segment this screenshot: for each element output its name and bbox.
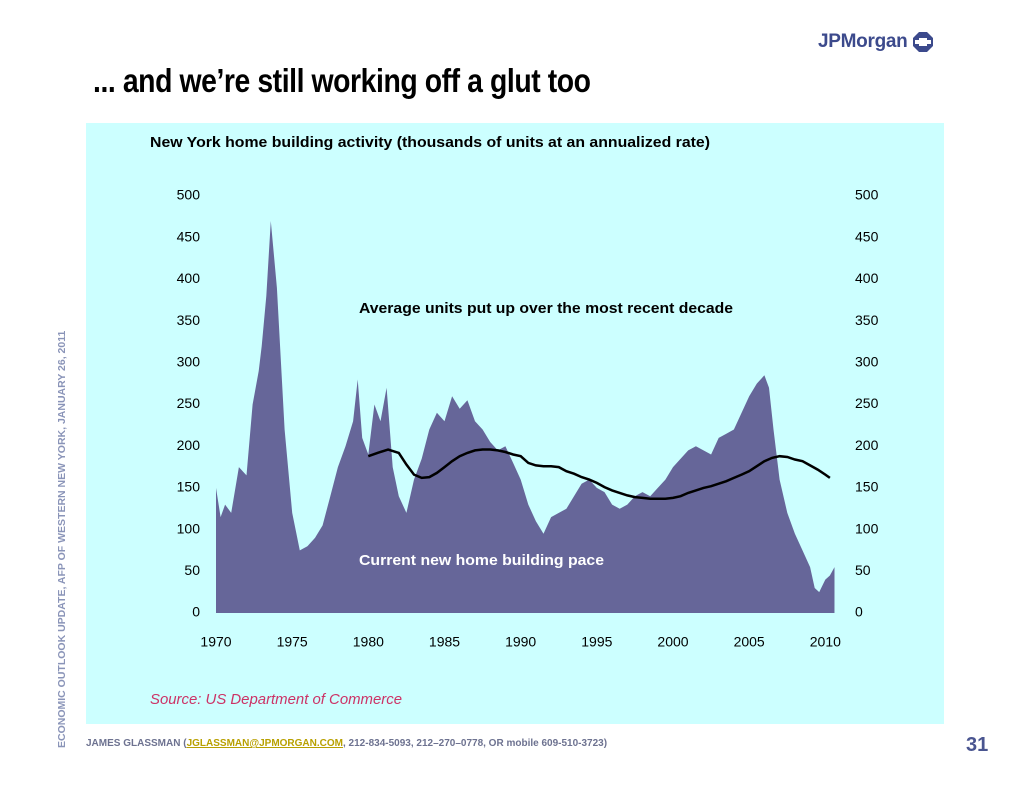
y-tick-label-right: 400 xyxy=(855,270,879,286)
y-tick-label-right: 200 xyxy=(855,437,879,453)
y-tick-label-right: 50 xyxy=(855,562,871,578)
y-tick-label-right: 300 xyxy=(855,354,879,370)
y-tick-label-right: 250 xyxy=(855,395,879,411)
side-caption: ECONOMIC OUTLOOK UPDATE, AFP OF WESTERN … xyxy=(56,330,68,748)
chart-title: New York home building activity (thousan… xyxy=(150,134,710,151)
y-tick-label-right: 0 xyxy=(855,604,863,620)
annotation-average: Average units put up over the most recen… xyxy=(359,300,733,317)
y-axis-left: 0 50 100 150 200 250 300 350 400 450 500 xyxy=(177,187,201,620)
x-tick-label: 1975 xyxy=(277,634,308,650)
annotation-current: Current new home building pace xyxy=(359,552,604,569)
footer-prefix: JAMES GLASSMAN ( xyxy=(86,738,187,749)
jpmorgan-logo: JPMorgan xyxy=(818,26,934,58)
line-series-decade-average xyxy=(367,448,831,500)
x-tick-label: 1990 xyxy=(505,634,536,650)
y-tick-label-right: 100 xyxy=(855,520,879,536)
y-tick-label-left: 250 xyxy=(177,395,201,411)
area-series-current-pace xyxy=(216,221,835,613)
source-note: Source: US Department of Commerce xyxy=(150,691,402,708)
average-line-layer xyxy=(367,448,831,500)
y-tick-label-left: 450 xyxy=(177,228,201,244)
x-tick-label: 1995 xyxy=(581,634,612,650)
x-tick-label: 2010 xyxy=(810,634,841,650)
y-tick-label-left: 0 xyxy=(192,604,200,620)
footer-contact: JAMES GLASSMAN (JGLASSMAN@JPMORGAN.COM, … xyxy=(86,738,607,749)
footer-email-link[interactable]: JGLASSMAN@JPMORGAN.COM xyxy=(186,738,343,749)
footer-suffix: , 212-834-5093, 212–270–0778, OR mobile … xyxy=(343,738,608,749)
y-tick-label-right: 450 xyxy=(855,228,879,244)
x-tick-label: 1970 xyxy=(200,634,231,650)
y-tick-label-left: 300 xyxy=(177,354,201,370)
chart: New York home building activity (thousan… xyxy=(150,134,879,708)
y-tick-label-left: 100 xyxy=(177,520,201,536)
x-tick-label: 1980 xyxy=(353,634,384,650)
area-series-layer xyxy=(216,221,835,613)
y-axis-right: 0 50 100 150 200 250 300 350 400 450 500 xyxy=(855,187,879,620)
logo-text: JPMorgan xyxy=(818,31,908,52)
y-tick-label-left: 350 xyxy=(177,312,201,328)
y-tick-label-left: 400 xyxy=(177,270,201,286)
y-tick-label-left: 150 xyxy=(177,479,201,495)
x-tick-label: 1985 xyxy=(429,634,460,650)
chart-panel: New York home building activity (thousan… xyxy=(86,123,944,724)
y-tick-label-right: 350 xyxy=(855,312,879,328)
x-axis: 1970 1975 1980 1985 1990 1995 2000 2005 2010 xyxy=(200,634,841,650)
y-tick-label-left: 200 xyxy=(177,437,201,453)
y-tick-label-left: 500 xyxy=(177,187,201,203)
page-number: 31 xyxy=(966,734,989,756)
x-tick-label: 2000 xyxy=(657,634,688,650)
y-tick-label-right: 150 xyxy=(855,479,879,495)
jpmorgan-octagon-icon xyxy=(913,32,934,52)
y-tick-label-right: 500 xyxy=(855,187,879,203)
y-tick-label-left: 50 xyxy=(184,562,200,578)
x-tick-label: 2005 xyxy=(734,634,765,650)
slide-title: ... and we’re still working off a glut t… xyxy=(93,62,591,99)
